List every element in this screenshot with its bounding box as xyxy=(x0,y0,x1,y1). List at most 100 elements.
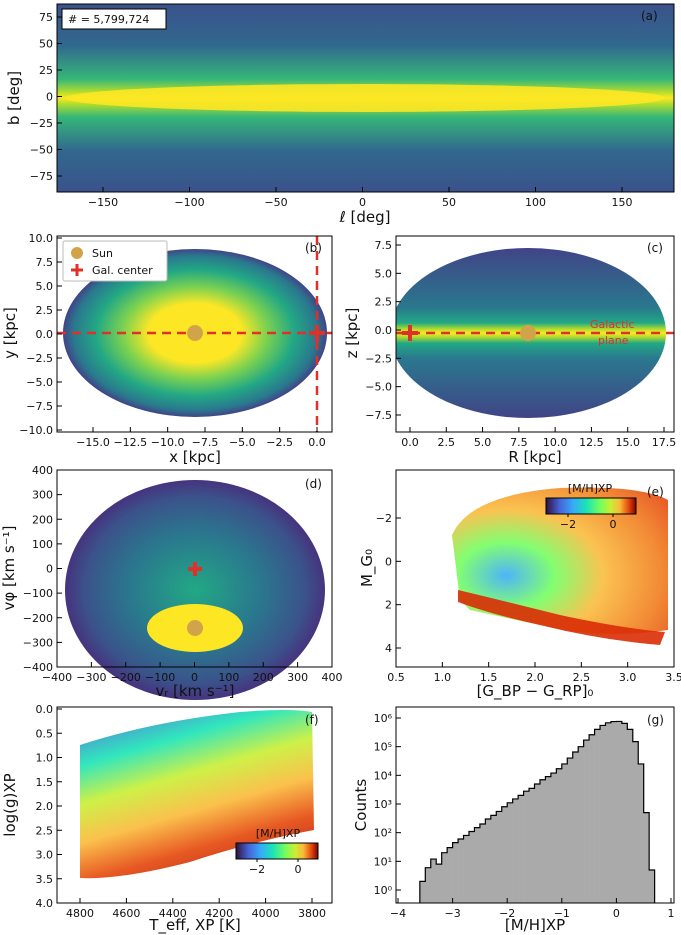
x-tick-label: 1 xyxy=(668,907,675,920)
x-tick-label: 2.5 xyxy=(438,436,456,449)
hist-bar xyxy=(594,729,601,903)
y-tick-label: 2.5 xyxy=(36,304,54,317)
x-tick-label: 0.0 xyxy=(401,436,419,449)
hist-bar xyxy=(447,847,453,903)
panel-b-ticks: −15.0 −12.5 −10.0 −7.5 −5.0 −2.5 0.0 10.0 7.5 5.0… xyxy=(19,232,325,449)
y-tick-label: 0.0 xyxy=(36,328,54,341)
legend-gal-center-label: Gal. center xyxy=(92,264,153,277)
x-tick-label: 2.5 xyxy=(573,671,591,684)
panel-e: 0.5 1.0 1.5 2.0 2.5 3.0 3.5 −2 0 2 4 [M/H]XP −2 0 (… xyxy=(358,469,681,701)
y-tick-label: 3.5 xyxy=(36,873,54,886)
cbar-tick-label: −2 xyxy=(560,518,576,531)
x-tick-label: 4400 xyxy=(159,907,187,920)
y-tick-label: 2.0 xyxy=(36,800,54,813)
y-tick-label: 0.5 xyxy=(36,727,54,740)
y-tick-label: −100 xyxy=(23,587,53,600)
hist-bar xyxy=(490,815,497,903)
x-tick-label: −300 xyxy=(76,671,106,684)
cbar-tick-label: 0 xyxy=(295,863,302,876)
panel-b-ylabel: y [kpc] xyxy=(1,307,19,359)
y-tick-label: −25 xyxy=(30,117,53,130)
panel-d-halo xyxy=(65,480,325,700)
y-tick-label: 50 xyxy=(39,38,53,51)
y-tick-label: 10² xyxy=(374,827,392,840)
cbar-tick-label: −2 xyxy=(249,863,265,876)
y-tick-label: −7.5 xyxy=(26,400,53,413)
panel-f-points xyxy=(80,710,314,879)
legend-box xyxy=(62,240,168,282)
hist-bar xyxy=(430,859,437,903)
gal-center-marker-d xyxy=(188,562,202,576)
hist-bar xyxy=(638,763,644,903)
y-tick-label: −10.0 xyxy=(19,424,53,437)
panel-c: Galactic plane 0.0 2.5 5.0 7.5 10.0 12.5 15.0 1… xyxy=(343,235,676,466)
panel-e-ticks: 0.5 1.0 1.5 2.0 2.5 3.0 3.5 −2 0 2 4 xyxy=(376,512,681,684)
galactic-plane-label-2: plane xyxy=(598,334,629,347)
hist-bar xyxy=(518,795,524,903)
legend-cross-icon xyxy=(71,264,83,276)
panel-f-colorbar xyxy=(235,842,319,860)
x-tick-label: −200 xyxy=(111,671,141,684)
hist-bar xyxy=(600,725,606,903)
panel-e-xlabel: [G_BP − G_RP]₀ xyxy=(477,682,594,701)
y-tick-label: 0 xyxy=(385,555,392,568)
y-tick-label: −400 xyxy=(23,661,53,674)
y-tick-label: 0.0 xyxy=(36,703,54,716)
hist-bar xyxy=(649,869,655,903)
cbar-tick-label: 0 xyxy=(610,518,617,531)
panel-c-ylabel: z [kpc] xyxy=(343,308,361,359)
y-tick-label: 1.0 xyxy=(36,752,54,765)
y-tick-label: 10⁰ xyxy=(374,884,393,897)
panel-e-red-clump xyxy=(458,590,665,645)
x-tick-label: 1.0 xyxy=(434,671,452,684)
gal-center-marker-c xyxy=(402,325,418,341)
hist-bar xyxy=(578,746,584,903)
x-tick-label: 100 xyxy=(218,671,239,684)
x-tick-label: −3 xyxy=(444,907,460,920)
x-tick-label: 4200 xyxy=(205,907,233,920)
hist-bar xyxy=(425,867,432,903)
hist-bar xyxy=(621,723,628,903)
y-tick-label: 10¹ xyxy=(374,855,392,868)
x-tick-label: 0 xyxy=(359,196,366,209)
x-tick-label: 7.5 xyxy=(510,436,528,449)
panel-b-xlabel: x [kpc] xyxy=(169,448,221,466)
panel-a-ticks: −150 −100 −50 0 50 100 150 75 50 25 0 −25 −50 −75 xyxy=(30,11,633,209)
panel-a-bulge xyxy=(65,84,665,112)
x-tick-label: −10.0 xyxy=(151,436,185,449)
panel-a-frame xyxy=(56,3,675,193)
panel-f-xlabel: T_eff, XP [K] xyxy=(148,916,240,935)
x-tick-label: 300 xyxy=(287,671,308,684)
x-tick-label: −400 xyxy=(42,671,72,684)
y-tick-label: 2.5 xyxy=(36,824,54,837)
panel-a-label: (a) xyxy=(641,9,658,23)
y-tick-label: 10⁵ xyxy=(374,741,392,754)
x-tick-label: 3.0 xyxy=(619,671,637,684)
x-tick-label: −100 xyxy=(145,671,175,684)
hist-bar xyxy=(441,852,448,903)
panel-f-cbar-ticks: −2 0 xyxy=(249,859,302,876)
y-tick-label: 1.5 xyxy=(36,776,54,789)
y-tick-label: 0 xyxy=(46,563,53,576)
hist-bar xyxy=(534,783,541,903)
hist-bar xyxy=(567,758,574,903)
x-tick-label: 3800 xyxy=(298,907,326,920)
hist-bar xyxy=(605,722,612,903)
y-tick-label: −2.5 xyxy=(365,352,392,365)
x-tick-label: −1 xyxy=(554,907,570,920)
x-tick-label: 12.5 xyxy=(579,436,604,449)
y-tick-label: 10⁶ xyxy=(374,712,393,725)
y-tick-label: −5.0 xyxy=(26,376,53,389)
hist-bar xyxy=(616,721,623,903)
x-tick-label: 10.0 xyxy=(543,436,568,449)
hist-bar xyxy=(474,827,481,903)
hist-bar xyxy=(512,798,519,903)
x-tick-label: −5.0 xyxy=(229,436,256,449)
hist-bar xyxy=(501,806,508,903)
hist-bar xyxy=(507,802,513,903)
panel-g-xlabel: [M/H]XP xyxy=(505,916,565,934)
panel-f: 4800 4600 4400 4200 4000 3800 0.0 0.5 1.0 1.5 2.0 2… xyxy=(1,703,333,935)
hist-bar xyxy=(463,835,470,903)
hist-bar xyxy=(610,721,617,903)
